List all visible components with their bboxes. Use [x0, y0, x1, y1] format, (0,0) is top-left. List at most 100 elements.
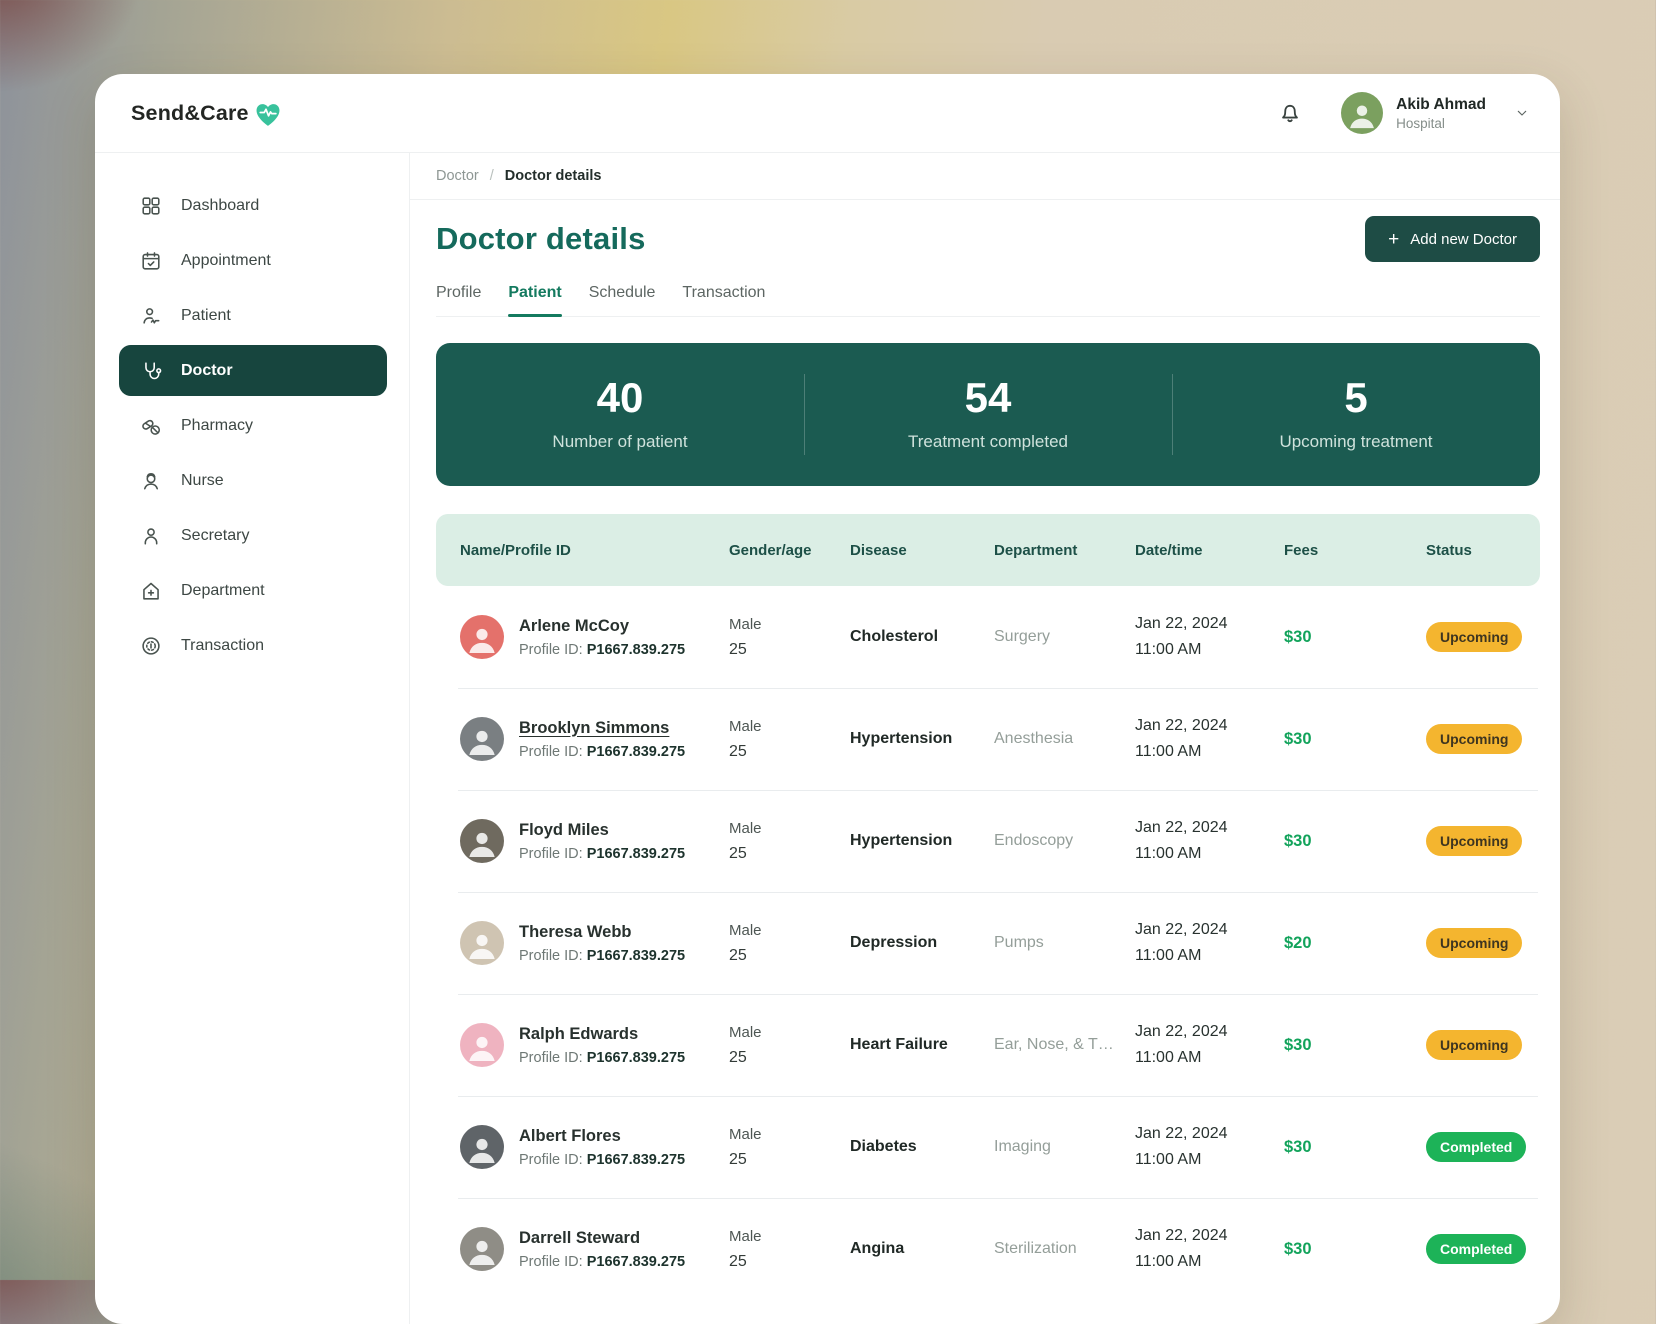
user-avatar[interactable] — [1341, 92, 1384, 134]
status-badge: Completed — [1426, 1234, 1527, 1264]
gender: Male — [729, 717, 762, 735]
sidebar-item-label: Patient — [181, 306, 231, 324]
patient-name[interactable]: Darrell Steward — [519, 1228, 641, 1247]
gender: Male — [729, 1125, 762, 1143]
stat-card: 54 Treatment completed — [804, 343, 1172, 486]
sidebar-item-appointment[interactable]: Appointment — [119, 235, 387, 286]
table-row[interactable]: Darrell Steward Profile ID: P1667.839.27… — [436, 1198, 1540, 1300]
table-row[interactable]: Floyd Miles Profile ID: P1667.839.275 Ma… — [436, 790, 1540, 892]
column-header: Department — [994, 541, 1078, 559]
sidebar-item-label: Transaction — [181, 636, 264, 654]
patient-name[interactable]: Theresa Webb — [519, 922, 632, 941]
profile-id: Profile ID: P1667.839.275 — [519, 743, 686, 760]
header-actions: Akib Ahmad Hospital — [1277, 92, 1530, 134]
plus-icon: + — [1388, 228, 1400, 250]
table-row[interactable]: Ralph Edwards Profile ID: P1667.839.275 … — [436, 994, 1540, 1096]
stat-label: Upcoming treatment — [1279, 432, 1433, 451]
breadcrumb: Doctor / Doctor details — [410, 153, 1560, 200]
patient-avatar — [460, 615, 504, 659]
tab-transaction[interactable]: Transaction — [682, 284, 766, 301]
date: Jan 22, 2024 — [1135, 1023, 1228, 1040]
tab-schedule[interactable]: Schedule — [588, 284, 656, 301]
sidebar-item-label: Doctor — [181, 361, 233, 379]
date: Jan 22, 2024 — [1135, 819, 1228, 836]
column-header: Gender/age — [729, 541, 812, 559]
sidebar-item-pharmacy[interactable]: Pharmacy — [119, 400, 387, 451]
stats-bar: 40 Number of patient 54 Treatment comple… — [436, 343, 1540, 486]
date: Jan 22, 2024 — [1135, 1125, 1228, 1142]
stat-value: 54 — [964, 374, 1012, 421]
table-row[interactable]: Albert Flores Profile ID: P1667.839.275 … — [436, 1096, 1540, 1198]
main-area: Doctor / Doctor details Doctor details +… — [410, 153, 1560, 1324]
patient-name[interactable]: Brooklyn Simmons — [519, 718, 670, 737]
date: Jan 22, 2024 — [1135, 921, 1228, 938]
add-new-doctor-button[interactable]: + Add new Doctor — [1365, 216, 1540, 262]
stat-label: Number of patient — [552, 432, 688, 451]
gender: Male — [729, 921, 762, 939]
disease: Angina — [850, 1240, 905, 1257]
sidebar-item-label: Dashboard — [181, 196, 260, 214]
sidebar: Dashboard Appointment Patient Doctor Pha… — [95, 153, 410, 1324]
notification-bell-icon[interactable] — [1277, 100, 1303, 126]
chevron-down-icon[interactable] — [1514, 105, 1530, 121]
status-badge: Completed — [1426, 1132, 1527, 1162]
tab-patient[interactable]: Patient — [508, 284, 563, 317]
stat-card: 5 Upcoming treatment — [1172, 343, 1540, 486]
patient-avatar — [460, 819, 504, 863]
time: 11:00 AM — [1135, 1253, 1202, 1270]
gender: Male — [729, 819, 762, 837]
user-info: Akib Ahmad Hospital — [1396, 96, 1486, 131]
status-badge: Upcoming — [1426, 826, 1523, 856]
patient-name[interactable]: Albert Flores — [519, 1126, 621, 1145]
patient-name[interactable]: Ralph Edwards — [519, 1024, 639, 1043]
sidebar-item-nurse[interactable]: Nurse — [119, 455, 387, 506]
sidebar-item-label: Secretary — [181, 526, 250, 544]
disease: Heart Failure — [850, 1036, 948, 1053]
time: 11:00 AM — [1135, 1151, 1202, 1168]
disease: Depression — [850, 934, 938, 951]
page-title: Doctor details — [436, 221, 646, 256]
breadcrumb-current: Doctor details — [504, 168, 602, 184]
patient-name[interactable]: Floyd Miles — [519, 820, 609, 839]
status-badge: Upcoming — [1426, 622, 1523, 652]
date: Jan 22, 2024 — [1135, 1227, 1228, 1244]
breadcrumb-parent[interactable]: Doctor — [436, 168, 479, 184]
age: 25 — [729, 640, 747, 658]
gender: Male — [729, 615, 762, 633]
department: Anesthesia — [994, 730, 1074, 747]
column-header: Disease — [850, 541, 907, 559]
sidebar-item-dashboard[interactable]: Dashboard — [119, 180, 387, 231]
table-row[interactable]: Theresa Webb Profile ID: P1667.839.275 M… — [436, 892, 1540, 994]
column-header: Name/Profile ID — [460, 541, 571, 559]
fees: $30 — [1284, 1035, 1312, 1054]
patients-table: Name/Profile ID Gender/age Disease Depar… — [436, 514, 1540, 1300]
table-row[interactable]: Brooklyn Simmons Profile ID: P1667.839.2… — [436, 688, 1540, 790]
patient-avatar — [460, 1023, 504, 1067]
disease: Cholesterol — [850, 628, 939, 645]
patient-name[interactable]: Arlene McCoy — [519, 616, 630, 635]
sidebar-item-doctor[interactable]: Doctor — [119, 345, 387, 396]
time: 11:00 AM — [1135, 845, 1202, 862]
department-icon — [140, 580, 162, 602]
department: Endoscopy — [994, 832, 1074, 849]
sidebar-item-department[interactable]: Department — [119, 565, 387, 616]
profile-id: Profile ID: P1667.839.275 — [519, 845, 686, 862]
fees: $30 — [1284, 1137, 1312, 1156]
department: Imaging — [994, 1138, 1051, 1155]
age: 25 — [729, 1048, 747, 1066]
sidebar-item-patient[interactable]: Patient — [119, 290, 387, 341]
sidebar-item-secretary[interactable]: Secretary — [119, 510, 387, 561]
patient-avatar — [460, 921, 504, 965]
brand-name: Send&Care — [131, 100, 249, 125]
tab-profile[interactable]: Profile — [436, 284, 482, 301]
age: 25 — [729, 742, 747, 760]
sidebar-item-label: Appointment — [181, 251, 271, 269]
fees: $30 — [1284, 1239, 1312, 1258]
sidebar-item-label: Nurse — [181, 471, 224, 489]
table-row[interactable]: Arlene McCoy Profile ID: P1667.839.275 M… — [436, 586, 1540, 688]
profile-id: Profile ID: P1667.839.275 — [519, 1253, 686, 1270]
disease: Hypertension — [850, 832, 953, 849]
disease: Diabetes — [850, 1138, 917, 1155]
fees: $30 — [1284, 627, 1312, 646]
sidebar-item-transaction[interactable]: Transaction — [119, 620, 387, 671]
